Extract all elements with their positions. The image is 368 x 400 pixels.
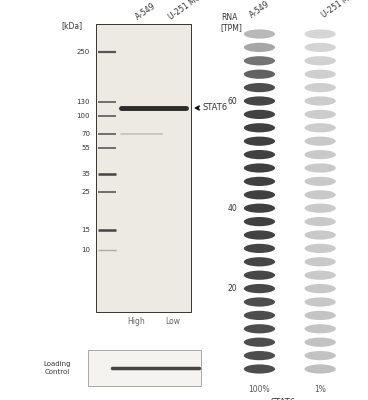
Text: 10: 10 (81, 247, 90, 253)
Text: 55: 55 (81, 145, 90, 151)
Bar (96, 24, 191, 312)
Ellipse shape (244, 29, 275, 39)
Text: High: High (127, 318, 145, 326)
Text: STAT6: STAT6 (202, 104, 227, 112)
Ellipse shape (304, 311, 336, 320)
Ellipse shape (244, 96, 275, 106)
Ellipse shape (244, 244, 275, 253)
Ellipse shape (244, 83, 275, 92)
Text: Low: Low (166, 318, 180, 326)
Ellipse shape (244, 150, 275, 159)
Text: Loading
Control: Loading Control (43, 361, 71, 375)
Text: [kDa]: [kDa] (61, 22, 82, 30)
Ellipse shape (304, 230, 336, 240)
Bar (88, 350, 201, 386)
Ellipse shape (304, 257, 336, 266)
Ellipse shape (244, 56, 275, 66)
Ellipse shape (304, 150, 336, 159)
Ellipse shape (304, 137, 336, 146)
Ellipse shape (304, 284, 336, 293)
Ellipse shape (304, 177, 336, 186)
Text: U-251 MG: U-251 MG (320, 0, 356, 20)
Ellipse shape (244, 204, 275, 213)
Ellipse shape (244, 110, 275, 119)
Ellipse shape (304, 190, 336, 200)
Ellipse shape (304, 96, 336, 106)
Text: 35: 35 (81, 171, 90, 177)
Ellipse shape (244, 123, 275, 132)
Ellipse shape (244, 137, 275, 146)
Ellipse shape (244, 351, 275, 360)
Ellipse shape (304, 364, 336, 374)
Text: 100: 100 (77, 113, 90, 119)
Ellipse shape (304, 83, 336, 92)
Ellipse shape (304, 110, 336, 119)
Ellipse shape (244, 270, 275, 280)
Ellipse shape (244, 284, 275, 293)
Ellipse shape (244, 338, 275, 347)
Ellipse shape (244, 257, 275, 266)
Ellipse shape (304, 123, 336, 132)
Text: RNA: RNA (221, 14, 237, 22)
Ellipse shape (244, 311, 275, 320)
Ellipse shape (304, 70, 336, 79)
Ellipse shape (304, 351, 336, 360)
Ellipse shape (244, 177, 275, 186)
Text: U-251 MG: U-251 MG (167, 0, 204, 22)
Ellipse shape (304, 324, 336, 334)
Text: [TPM]: [TPM] (221, 24, 243, 32)
Text: A-549: A-549 (134, 2, 158, 22)
Ellipse shape (244, 230, 275, 240)
Text: A-549: A-549 (248, 0, 271, 20)
Ellipse shape (244, 190, 275, 200)
Ellipse shape (304, 298, 336, 306)
Ellipse shape (304, 29, 336, 39)
Text: STAT6: STAT6 (271, 398, 296, 400)
Ellipse shape (304, 338, 336, 347)
Ellipse shape (244, 298, 275, 306)
Ellipse shape (244, 70, 275, 79)
Text: 15: 15 (81, 227, 90, 233)
Text: 1%: 1% (314, 386, 326, 394)
Ellipse shape (304, 204, 336, 213)
Ellipse shape (244, 43, 275, 52)
Ellipse shape (304, 217, 336, 226)
Ellipse shape (304, 43, 336, 52)
Ellipse shape (244, 364, 275, 374)
Text: 70: 70 (81, 131, 90, 137)
Text: 60: 60 (228, 96, 237, 106)
Text: 100%: 100% (249, 386, 270, 394)
Ellipse shape (304, 56, 336, 66)
Ellipse shape (244, 324, 275, 334)
Ellipse shape (304, 164, 336, 173)
Text: 25: 25 (81, 189, 90, 195)
Text: 130: 130 (77, 99, 90, 105)
Text: 250: 250 (77, 49, 90, 55)
Ellipse shape (304, 244, 336, 253)
Text: 40: 40 (228, 204, 237, 213)
Ellipse shape (244, 217, 275, 226)
Ellipse shape (304, 270, 336, 280)
Ellipse shape (244, 164, 275, 173)
Text: 20: 20 (228, 284, 237, 293)
